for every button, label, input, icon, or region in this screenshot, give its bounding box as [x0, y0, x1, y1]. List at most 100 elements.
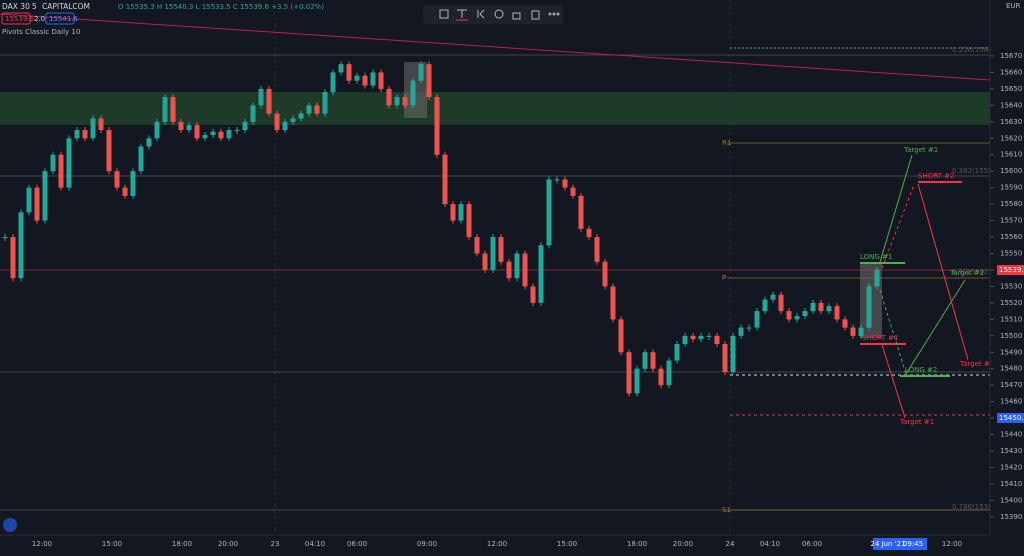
candle [410, 80, 416, 106]
candle [554, 179, 560, 181]
x-tick-label: 18:00 [172, 540, 192, 548]
pivot-label: R1 [722, 139, 731, 147]
candle [722, 344, 728, 373]
bid[interactable]: 15539.6 [5, 15, 34, 23]
x-tick-label: 06:00 [347, 540, 367, 548]
ask[interactable]: 15541.6 [49, 15, 78, 23]
y-tick-label: 15510 [1000, 315, 1022, 323]
candle [434, 97, 440, 155]
x-tick-label: 09:45 [903, 540, 923, 548]
x-tick-label: 15:00 [557, 540, 577, 548]
candle [258, 88, 264, 106]
candle [162, 97, 168, 122]
candle [202, 134, 208, 139]
indicator: Pivots Classic Daily 10 [2, 28, 80, 36]
x-tick-label: 04:10 [760, 540, 780, 548]
x-tick-label: 20:00 [673, 540, 693, 548]
header: DAX 30 5 CAPITALCOM O 15535.3 H 15540.3 … [1, 2, 324, 36]
candle [82, 130, 88, 139]
y-tick-label: 15480 [1000, 365, 1022, 373]
candle [802, 311, 808, 317]
candle [482, 253, 488, 270]
price-tag [997, 265, 1024, 275]
price-tag-label: 15539.6 [999, 266, 1024, 274]
logo [3, 518, 17, 532]
candle [314, 105, 320, 114]
candle [290, 118, 296, 122]
candles [2, 61, 880, 397]
trade-label: SHORT #2 [918, 172, 954, 180]
candle [626, 352, 632, 394]
fib-label: 0.786(15381.6) [952, 503, 1007, 511]
candle [874, 269, 880, 287]
candle [498, 237, 504, 262]
candle [426, 64, 432, 98]
ohlc: O 15535.3 H 15540.3 L 15533.5 C 15539.6 … [118, 3, 324, 11]
y-tick-label: 15520 [1000, 299, 1022, 307]
y-tick-label: 15580 [1000, 200, 1022, 208]
candle [170, 97, 176, 122]
candle [362, 75, 368, 86]
y-tick-label: 15670 [1000, 52, 1022, 60]
candle [114, 171, 120, 188]
y-tick-label: 15500 [1000, 332, 1022, 340]
y-tick-label: 15570 [1000, 217, 1022, 225]
candle [658, 368, 664, 386]
candle [146, 138, 152, 147]
candle [866, 286, 872, 328]
candle [730, 335, 736, 373]
candle [2, 237, 8, 239]
y-tick-label: 15620 [1000, 134, 1022, 142]
candle [18, 212, 24, 279]
session-lines [274, 0, 731, 535]
candle [394, 97, 400, 106]
candle [442, 154, 448, 205]
candle [738, 327, 744, 336]
toolbar-icons[interactable] [439, 9, 560, 21]
x-tick-label: 12:00 [32, 540, 52, 548]
trade-label: Target #1 [903, 146, 938, 154]
candle [586, 228, 592, 238]
candle [450, 204, 456, 221]
candle [762, 299, 768, 312]
trade-label: Target #2 [949, 269, 984, 277]
x-tick-label: 04:10 [305, 540, 325, 548]
candle [402, 97, 408, 106]
candle [618, 319, 624, 353]
candle [754, 311, 760, 328]
price-tag-label: 15450.8 [999, 414, 1024, 422]
candle [186, 125, 192, 131]
y-tick-label: 15390 [1000, 513, 1022, 521]
x-tick-label: 09:00 [417, 540, 437, 548]
candle [594, 237, 600, 262]
candle [370, 72, 376, 86]
candle [74, 130, 80, 139]
arrows [860, 154, 969, 419]
candle [298, 113, 304, 119]
price-axis [990, 0, 1024, 552]
x-tick-label: 24 [726, 540, 735, 548]
y-tick-label: 15610 [1000, 151, 1022, 159]
candle [770, 294, 776, 300]
symbol: DAX 30 [2, 2, 30, 11]
candle [138, 146, 144, 172]
trade-label: Target #1 [899, 418, 934, 426]
y-tick-label: 15470 [1000, 381, 1022, 389]
candle [578, 195, 584, 229]
candle [242, 121, 248, 131]
candle [538, 245, 544, 303]
x-tick-label: 23 [271, 540, 280, 548]
y-tick-label: 15590 [1000, 184, 1022, 192]
toolbar[interactable] [423, 5, 563, 24]
currency: EUR [1006, 2, 1021, 10]
fib-label: 0.5(15542.1) [952, 268, 998, 276]
candle [306, 105, 312, 114]
fib-label: 0.236(15647.3) [952, 46, 1007, 54]
candle [330, 72, 336, 93]
candle [634, 368, 640, 394]
candle [466, 204, 472, 238]
candle [66, 138, 72, 188]
candle [674, 344, 680, 361]
candle [698, 335, 704, 340]
